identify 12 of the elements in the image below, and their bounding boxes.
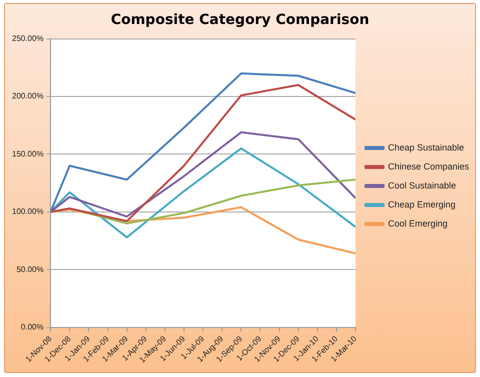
legend-label: Cool Sustainable xyxy=(388,180,456,190)
legend-label: Cheap Emerging xyxy=(388,199,456,210)
legend-label: Cheap Sustainable xyxy=(388,142,464,152)
legend-label: Cool Emerging xyxy=(388,218,448,228)
y-tick-label: 150.00% xyxy=(12,149,44,158)
y-tick-label: 50.00% xyxy=(16,264,44,274)
legend-label: Chinese Companies xyxy=(388,161,470,172)
y-tick-label: 250.00% xyxy=(12,34,44,44)
y-tick-label: 100.00% xyxy=(12,207,44,216)
chart-title: Composite Category Comparison xyxy=(110,12,370,28)
y-tick-label: 200.00% xyxy=(12,92,44,101)
y-tick-label: 0.00% xyxy=(20,322,44,332)
